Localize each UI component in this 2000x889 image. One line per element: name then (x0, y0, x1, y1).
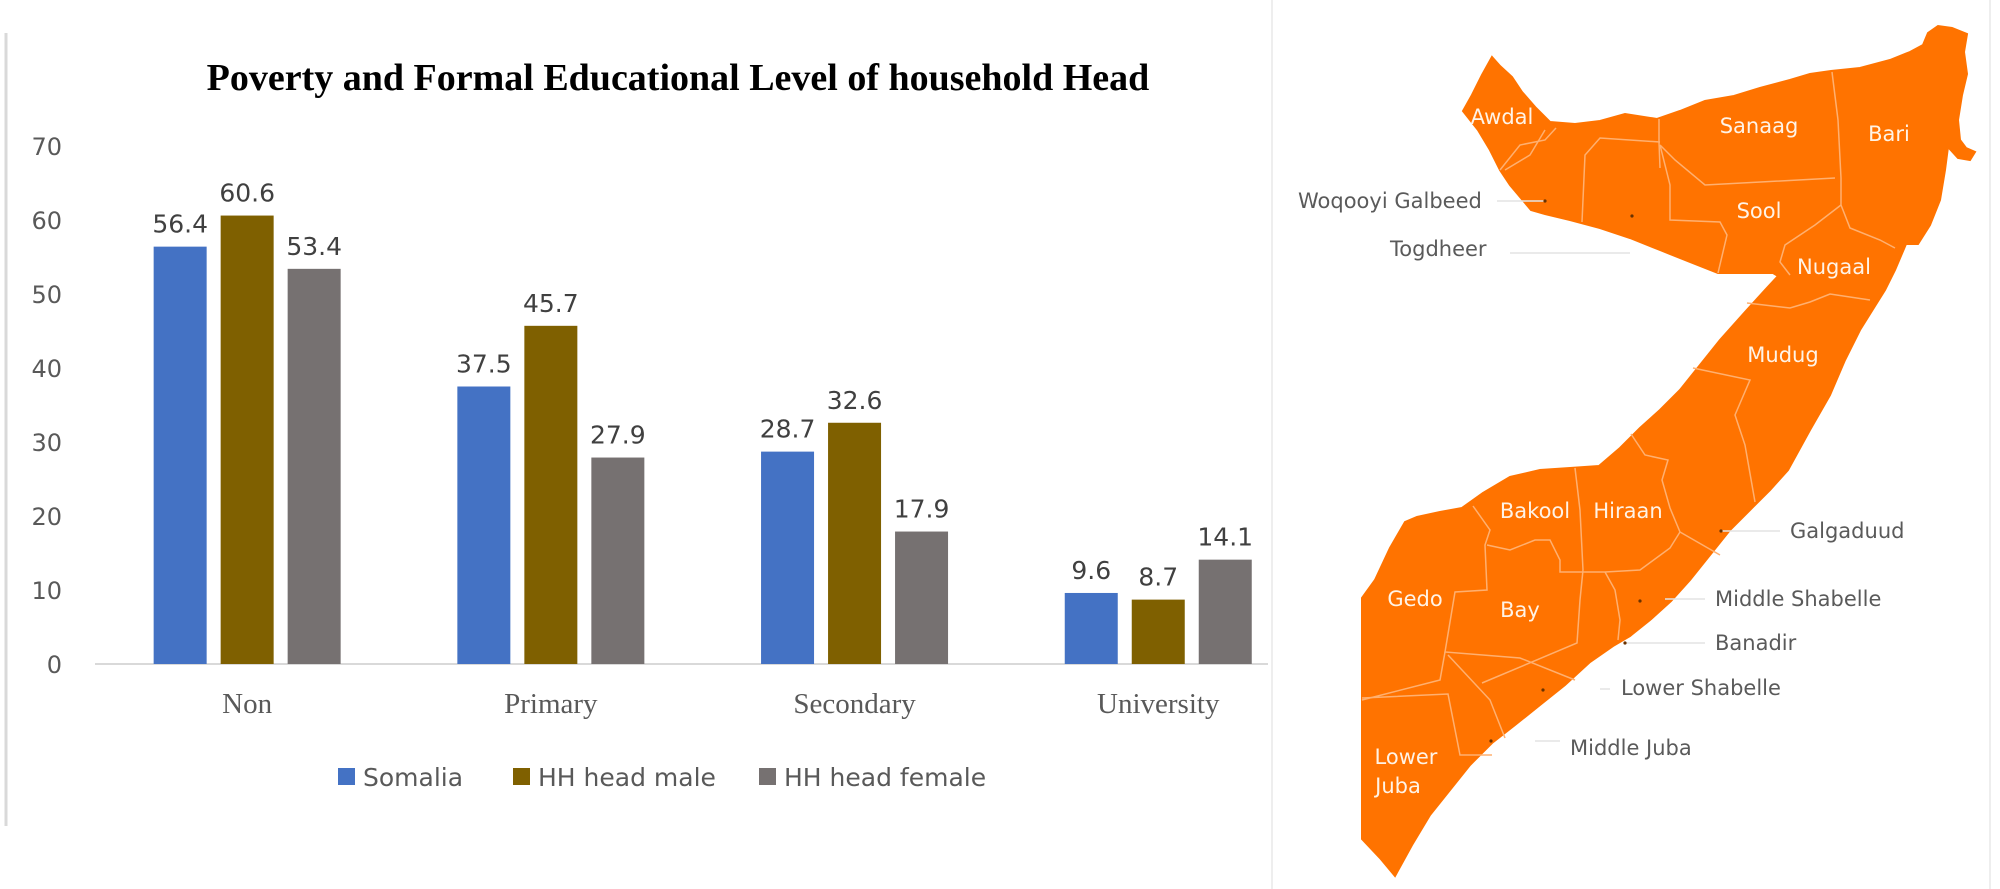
x-tick-label: Non (222, 688, 272, 720)
legend: Somalia HH head male HH head female (338, 763, 986, 792)
data-label: 45.7 (523, 289, 579, 318)
region-label-middle-juba: Middle Juba (1570, 736, 1692, 760)
region-label-bakool: Bakool (1500, 499, 1570, 523)
somalia-outline (1361, 24, 1977, 878)
region-label-sool: Sool (1737, 199, 1782, 223)
y-tick-label: 50 (31, 281, 62, 309)
region-label-sanaag: Sanaag (1720, 114, 1799, 138)
region-label-gedo: Gedo (1387, 587, 1442, 611)
y-axis: 0 10 20 30 40 50 60 70 (31, 133, 62, 679)
bar-chart: Poverty and Formal Educational Level of … (31, 57, 1268, 792)
region-label-bay: Bay (1500, 598, 1540, 622)
bar-secondary-hh-head-male (828, 422, 882, 664)
bars (153, 215, 1252, 664)
data-label: 28.7 (760, 415, 816, 444)
bar-university-somalia (1064, 592, 1118, 664)
legend-swatch (759, 768, 776, 785)
region-dots (1489, 199, 1723, 743)
data-label: 14.1 (1197, 523, 1253, 552)
data-label: 17.9 (894, 495, 950, 524)
callout-leaders (1497, 200, 1780, 742)
legend-label: HH head female (784, 763, 986, 792)
region-borders (1361, 71, 1896, 756)
data-label: 32.6 (827, 386, 883, 415)
somalia-map: Awdal Sanaag Bari Sool Nugaal Mudug Bako… (1298, 24, 1977, 878)
region-label-hiraan: Hiraan (1593, 499, 1662, 523)
x-tick-label: Primary (504, 688, 598, 720)
bar-primary-somalia (457, 386, 511, 664)
data-label: 9.6 (1071, 556, 1111, 585)
data-label: 27.9 (590, 421, 646, 450)
legend-label: HH head male (538, 763, 716, 792)
legend-swatch (338, 768, 355, 785)
bar-university-hh-head-female (1198, 559, 1252, 664)
y-tick-label: 20 (31, 503, 62, 531)
region-label-banadir: Banadir (1715, 631, 1797, 655)
y-tick-label: 70 (31, 133, 62, 161)
chart-title: Poverty and Formal Educational Level of … (207, 57, 1150, 99)
x-tick-label: University (1097, 688, 1220, 720)
bar-primary-hh-head-male (524, 325, 578, 664)
bar-non-hh-head-female (287, 268, 341, 664)
region-label-lower-juba-2: Juba (1373, 774, 1421, 798)
data-label: 8.7 (1138, 563, 1178, 592)
region-label-woqooyi-galbeed: Woqooyi Galbeed (1298, 189, 1482, 213)
bar-secondary-hh-head-female (895, 531, 949, 664)
bar-university-hh-head-male (1131, 599, 1185, 664)
data-label: 37.5 (456, 350, 512, 379)
data-labels: 56.4 60.6 53.4 37.5 45.7 27.9 28.7 32.6 17.9 9.6 8… (152, 179, 1253, 592)
region-label-togdheer: Togdheer (1389, 237, 1487, 261)
data-label: 60.6 (219, 179, 275, 208)
y-tick-label: 10 (31, 577, 62, 605)
region-label-lower-juba-1: Lower (1375, 745, 1438, 769)
x-tick-label: Secondary (793, 688, 916, 720)
y-tick-label: 40 (31, 355, 62, 383)
y-tick-label: 30 (31, 429, 62, 457)
bar-non-somalia (153, 246, 207, 664)
y-tick-label: 0 (47, 651, 62, 679)
region-label-bari: Bari (1868, 122, 1910, 146)
region-label-nugaal: Nugaal (1797, 255, 1871, 279)
y-tick-label: 60 (31, 207, 62, 235)
region-label-galgaduud: Galgaduud (1790, 519, 1904, 543)
data-label: 56.4 (152, 210, 208, 239)
region-label-mudug: Mudug (1747, 343, 1818, 367)
x-axis: Non Primary Secondary University (222, 688, 1220, 720)
region-label-middle-shabelle: Middle Shabelle (1715, 587, 1881, 611)
legend-label: Somalia (363, 763, 463, 792)
bar-primary-hh-head-female (591, 457, 645, 664)
region-label-awdal: Awdal (1471, 105, 1534, 129)
region-label-lower-shabelle: Lower Shabelle (1621, 676, 1781, 700)
bar-secondary-somalia (761, 451, 815, 664)
bar-non-hh-head-male (220, 215, 274, 664)
data-label: 53.4 (286, 232, 342, 261)
legend-swatch (513, 768, 530, 785)
